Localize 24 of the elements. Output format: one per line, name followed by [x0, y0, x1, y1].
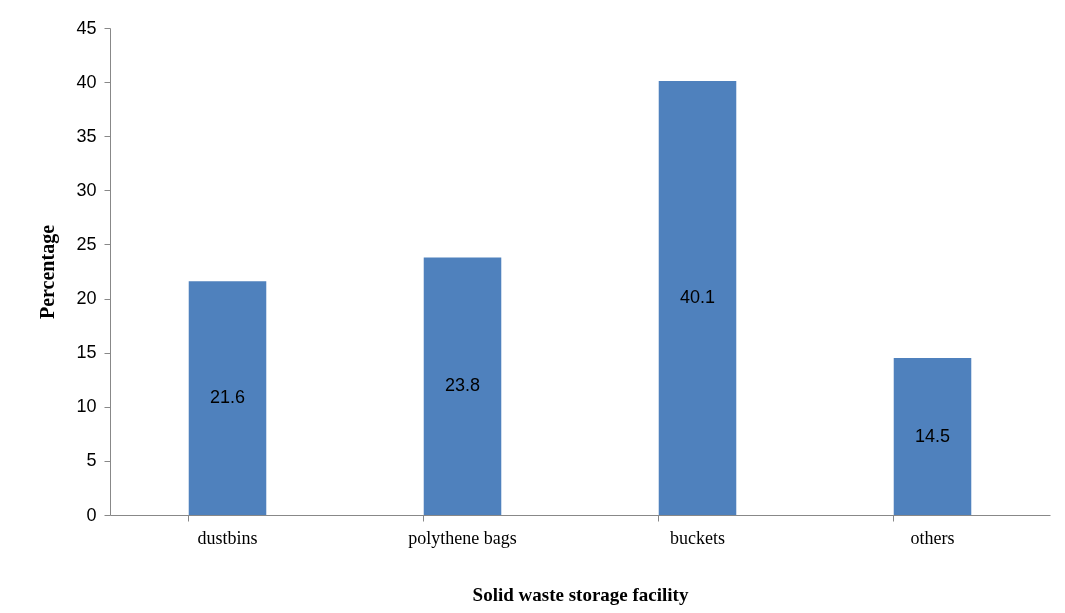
x-tick-label: others — [910, 527, 955, 548]
y-tick-label: 10 — [76, 396, 97, 417]
bar — [423, 257, 502, 515]
x-tick-label: buckets — [670, 527, 725, 548]
bar — [893, 358, 972, 515]
x-axis-title: Solid waste storage facility — [472, 583, 689, 605]
y-tick-label: 40 — [76, 71, 97, 92]
bar — [658, 81, 737, 515]
bar — [188, 281, 267, 515]
y-tick-label: 20 — [76, 288, 97, 309]
y-tick-label: 25 — [76, 233, 97, 254]
y-tick-label: 0 — [86, 504, 97, 525]
data-label: 23.8 — [444, 375, 481, 396]
y-tick-label: 35 — [76, 125, 97, 146]
y-tick-label: 5 — [86, 450, 97, 471]
y-tick-label: 45 — [76, 17, 97, 38]
data-label: 21.6 — [209, 387, 246, 408]
y-tick-label: 15 — [76, 342, 97, 363]
x-tick-label: polythene bags — [408, 527, 517, 548]
data-label: 40.1 — [679, 287, 716, 308]
y-tick-label: 30 — [76, 179, 97, 200]
x-tick-label: dustbins — [197, 527, 258, 548]
data-label: 14.5 — [914, 425, 951, 446]
y-axis-title: Percentage — [36, 224, 60, 320]
